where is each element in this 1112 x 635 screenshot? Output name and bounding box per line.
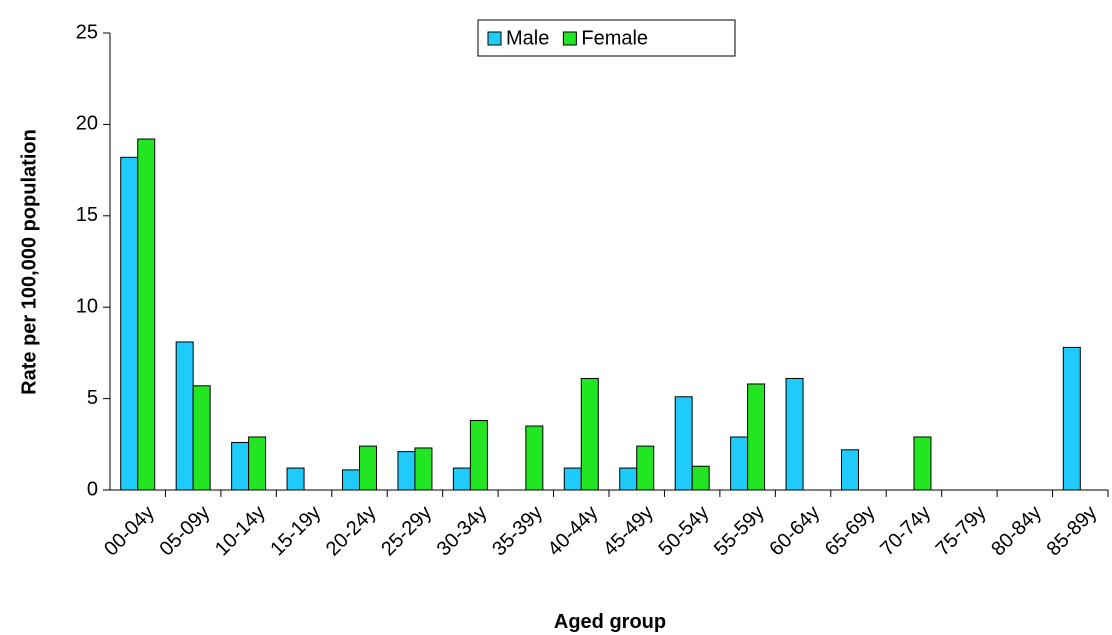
bar [342, 469, 360, 491]
bar [730, 436, 749, 491]
bar [674, 396, 693, 491]
bar [691, 465, 710, 491]
bar [452, 467, 471, 491]
bar [359, 445, 377, 491]
bar [469, 420, 488, 491]
x-tick-label: 00-04y [100, 502, 159, 561]
x-tick-label: 60-64y [765, 502, 824, 561]
y-tick-label: 10 [76, 295, 98, 317]
x-tick-label: 70-74y [876, 502, 935, 561]
x-tick-label: 20-24y [322, 502, 381, 561]
bar [397, 451, 416, 491]
bar [248, 436, 267, 491]
bar [841, 449, 859, 491]
bar [913, 436, 932, 491]
x-tick-label: 85-89y [1043, 502, 1102, 561]
y-tick-label: 20 [76, 113, 98, 135]
x-tick-label: 80-84y [987, 502, 1046, 561]
y-axis-title: Rate per 100,000 population [18, 129, 40, 395]
legend-label: Male [506, 27, 549, 49]
bar [563, 467, 582, 491]
bar [231, 441, 250, 491]
bar [120, 156, 139, 491]
y-tick-label: 5 [87, 387, 98, 409]
bar [414, 447, 433, 491]
x-tick-label: 30-34y [433, 502, 492, 561]
legend-swatch [562, 31, 577, 46]
bar [137, 138, 156, 491]
bar [785, 377, 804, 491]
legend-box [477, 19, 736, 57]
bar [636, 445, 655, 491]
x-tick-label: 45-49y [599, 502, 658, 561]
bar [747, 383, 766, 491]
x-tick-label: 55-59y [710, 502, 769, 561]
bar [286, 467, 305, 491]
x-tick-label: 35-39y [488, 502, 547, 561]
x-axis-title: Aged group [554, 611, 666, 633]
bar [580, 377, 599, 491]
x-tick-label: 10-14y [211, 502, 270, 561]
y-tick-label: 15 [76, 204, 98, 226]
x-tick-label: 65-69y [821, 502, 880, 561]
x-tick-label: 25-29y [377, 502, 436, 561]
bar [175, 341, 194, 491]
x-tick-label: 05-09y [156, 502, 215, 561]
x-tick-label: 50-54y [655, 502, 714, 561]
bar [525, 425, 544, 491]
bar [1062, 346, 1081, 491]
bar [619, 467, 638, 491]
legend-label: Female [581, 27, 648, 49]
bar [192, 385, 211, 491]
x-tick-label: 40-44y [544, 502, 603, 561]
y-tick-label: 0 [87, 478, 98, 500]
x-tick-label: 75-79y [932, 502, 991, 561]
x-tick-label: 15-19y [266, 502, 325, 561]
legend-swatch [487, 31, 502, 46]
y-tick-label: 25 [76, 21, 98, 43]
